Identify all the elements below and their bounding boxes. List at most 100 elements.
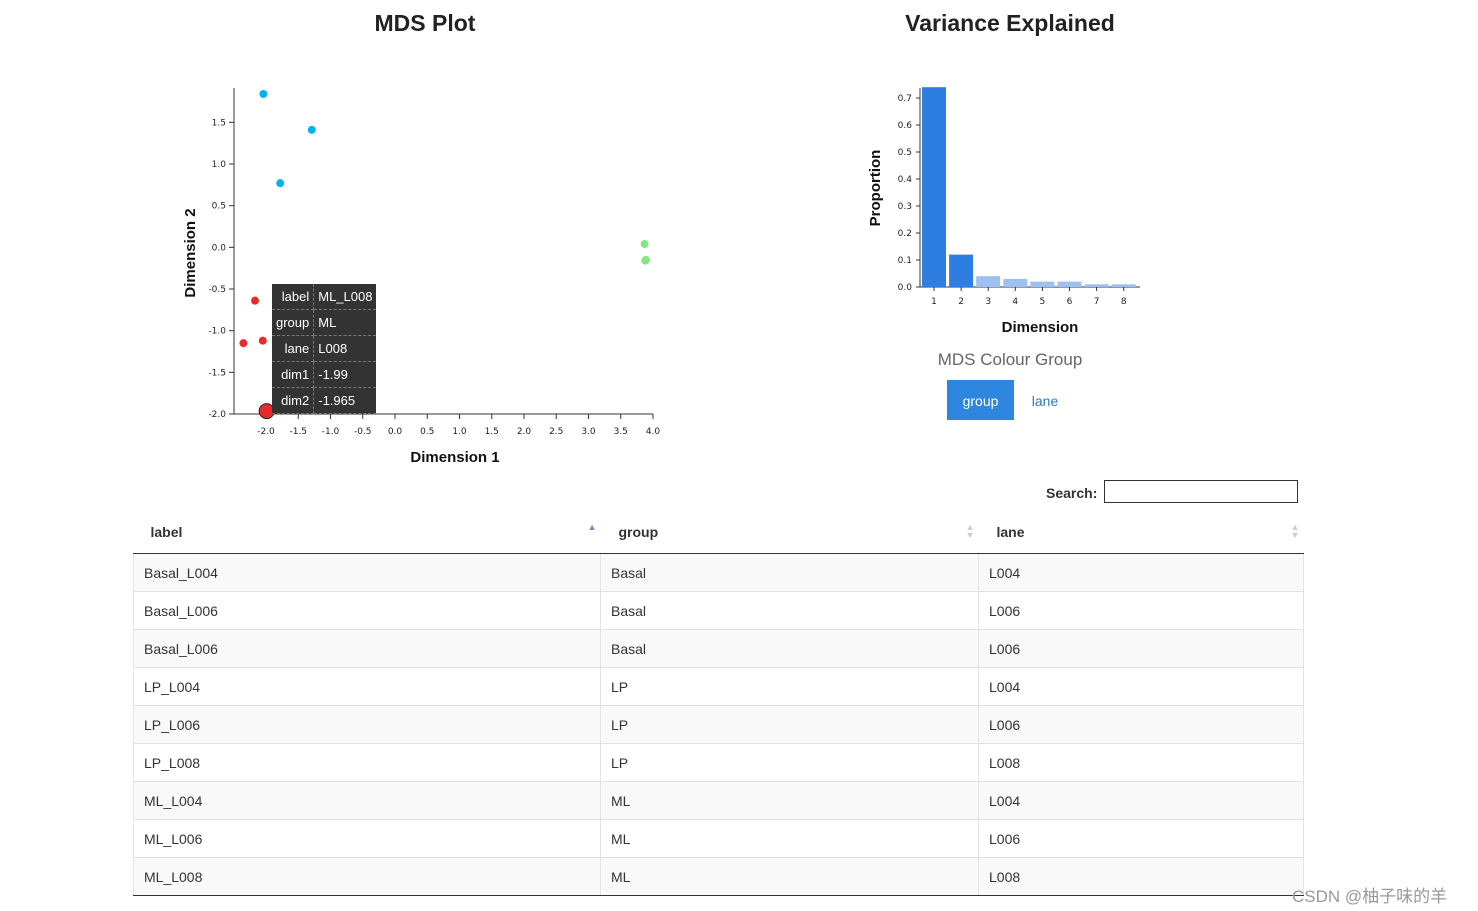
sort-ascending-icon: ▲ — [587, 522, 597, 532]
table-cell-group: ML — [600, 819, 979, 858]
x-tick-label: 4.0 — [646, 427, 661, 437]
column-header-label[interactable]: label ▲ — [133, 511, 601, 554]
table-cell-group: LP — [600, 743, 979, 782]
table-row[interactable]: LP_L008 LP L008 — [133, 743, 1304, 782]
table-row[interactable]: ML_L008 ML L008 — [133, 857, 1304, 896]
tooltip-value: -1.99 — [313, 361, 377, 388]
column-header-lane-text: lane — [996, 524, 1025, 540]
scatter-point-ml[interactable] — [640, 240, 649, 248]
x-tick-label: 0.0 — [388, 427, 403, 437]
x-tick-label: 0.5 — [420, 427, 434, 437]
table-row[interactable]: ML_L004 ML L004 — [133, 781, 1304, 820]
table-cell-lane: L006 — [978, 819, 1304, 858]
y-tick-label: -1.0 — [208, 327, 226, 337]
table-cell-label: Basal_L004 — [133, 553, 601, 592]
tooltip-key: dim1 — [272, 361, 315, 388]
variance-bar[interactable] — [1084, 284, 1109, 287]
table-cell-label: Basal_L006 — [133, 591, 601, 630]
variance-bar[interactable] — [949, 254, 974, 287]
variance-bar[interactable] — [1030, 281, 1055, 287]
mds-plot: -2.0 -1.5 -1.0 -0.5 0.0 0.5 1.0 1.5 2.0 2.5 3.0 3.5… — [182, 88, 661, 466]
x-tick-label: 1 — [931, 297, 937, 307]
tooltip-value: -1.965 — [313, 387, 377, 414]
tooltip-row: label ML_L008 — [272, 284, 377, 310]
table-cell-label: Basal_L006 — [133, 629, 601, 668]
tooltip-row: lane L008 — [272, 335, 377, 362]
x-tick-label: -2.0 — [257, 427, 275, 437]
x-tick-label: 6 — [1067, 297, 1073, 307]
x-axis-title: Dimension 1 — [410, 449, 499, 466]
scatter-point-basal[interactable] — [258, 336, 267, 345]
tooltip-value: L008 — [313, 335, 377, 362]
colour-group-button-lane[interactable]: lane — [1031, 393, 1059, 409]
table-cell-lane: L004 — [978, 781, 1304, 820]
y-tick-label: 1.0 — [212, 160, 227, 170]
x-tick-label: 3.0 — [581, 427, 596, 437]
scatter-point-basal[interactable] — [251, 296, 260, 305]
y-tick-label: 0.0 — [898, 283, 913, 293]
table-row[interactable]: Basal_L006 Basal L006 — [133, 629, 1304, 668]
tooltip-key: dim2 — [272, 387, 315, 414]
search-input[interactable] — [1104, 480, 1298, 503]
table-cell-group: Basal — [600, 629, 979, 668]
x-tick-label: 1.0 — [452, 427, 467, 437]
x-axis-title: Dimension — [1002, 319, 1079, 336]
variance-bar[interactable] — [1111, 284, 1136, 287]
x-tick-label: 2.5 — [549, 427, 563, 437]
x-tick-label: 4 — [1012, 297, 1018, 307]
y-tick-label: 0.5 — [898, 148, 912, 158]
x-tick-label: -1.5 — [289, 427, 307, 437]
column-header-group-text: group — [618, 524, 659, 540]
scatter-point-basal[interactable] — [239, 339, 248, 348]
y-tick-label: -0.5 — [208, 285, 226, 295]
scatter-point-ml[interactable] — [641, 256, 650, 265]
table-cell-group: Basal — [600, 591, 979, 630]
data-table: label ▲ group ▲ ▼ lane ▲ ▼ Basal_L004 Basal… — [133, 511, 1304, 896]
sort-both-icon: ▲ ▼ — [1290, 522, 1300, 540]
tooltip-row: group ML — [272, 309, 377, 336]
watermark: CSDN @柚子味的羊 — [1292, 887, 1448, 906]
column-header-group[interactable]: group ▲ ▼ — [600, 511, 979, 554]
table-cell-label: LP_L004 — [133, 667, 601, 706]
tooltip-row: dim1 -1.99 — [272, 361, 377, 388]
x-tick-label: 2 — [958, 297, 964, 307]
x-tick-label: 3.5 — [614, 427, 628, 437]
tooltip-key: lane — [272, 335, 315, 362]
x-tick-label: -0.5 — [354, 427, 372, 437]
table-row[interactable]: LP_L006 LP L006 — [133, 705, 1304, 744]
variance-bar[interactable] — [1057, 281, 1082, 287]
tooltip-key: group — [272, 309, 315, 336]
search-label: Search: — [1046, 485, 1098, 501]
table-cell-lane: L006 — [978, 591, 1304, 630]
table-cell-label: LP_L008 — [133, 743, 601, 782]
y-tick-label: -2.0 — [208, 410, 226, 420]
sort-both-icon: ▲ ▼ — [965, 522, 975, 540]
table-row[interactable]: ML_L006 ML L006 — [133, 819, 1304, 858]
table-row[interactable]: LP_L004 LP L004 — [133, 667, 1304, 706]
table-cell-group: LP — [600, 667, 979, 706]
table-cell-label: ML_L008 — [133, 857, 601, 896]
y-tick-label: 1.5 — [212, 118, 226, 128]
variance-bar[interactable] — [922, 87, 946, 287]
x-tick-label: 8 — [1121, 297, 1127, 307]
y-axis-title: Proportion — [867, 150, 884, 227]
variance-bar[interactable] — [1003, 278, 1028, 287]
variance-bar[interactable] — [976, 276, 1001, 287]
y-tick-label: 0.3 — [898, 202, 912, 212]
x-tick-label: 3 — [985, 297, 991, 307]
x-tick-label: 7 — [1094, 297, 1100, 307]
scatter-point-lp[interactable] — [276, 179, 285, 188]
table-row[interactable]: Basal_L004 Basal L004 — [133, 553, 1304, 592]
table-cell-lane: L004 — [978, 553, 1304, 592]
table-cell-group: ML — [600, 857, 979, 896]
x-tick-label: -1.0 — [322, 427, 340, 437]
scatter-point-lp[interactable] — [307, 125, 316, 134]
column-header-lane[interactable]: lane ▲ ▼ — [978, 511, 1304, 554]
colour-group-button-group[interactable]: group — [947, 380, 1014, 420]
y-tick-label: 0.4 — [898, 175, 913, 185]
table-row[interactable]: Basal_L006 Basal L006 — [133, 591, 1304, 630]
scatter-point-lp[interactable] — [259, 90, 268, 98]
tooltip-value: ML_L008 — [313, 284, 377, 310]
column-header-label-text: label — [150, 524, 183, 540]
x-tick-label: 5 — [1040, 297, 1046, 307]
